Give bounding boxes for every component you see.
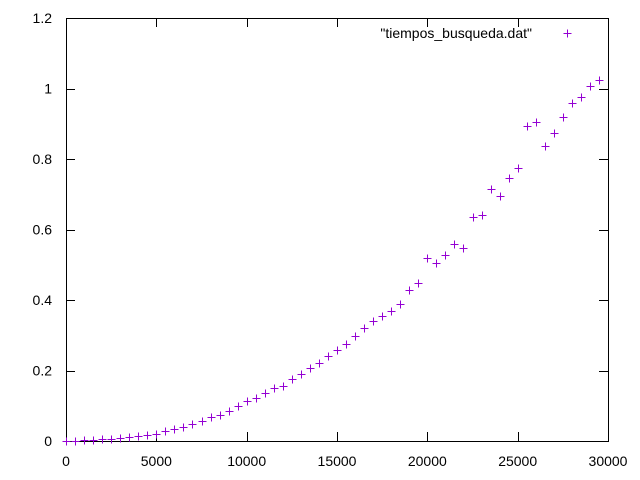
data-point xyxy=(568,99,577,108)
data-point xyxy=(143,431,152,440)
data-point xyxy=(360,324,369,333)
data-point xyxy=(107,435,116,444)
data-point xyxy=(170,425,179,434)
data-point xyxy=(496,192,505,201)
data-point xyxy=(586,82,595,91)
data-point xyxy=(505,174,514,183)
legend-series-label: "tiempos_busqueda.dat" xyxy=(380,25,532,41)
axes: 0 5000 10000 15000 20000 25000 30000 0 0.2 0.4 0.6… xyxy=(33,10,628,469)
data-point xyxy=(559,113,568,122)
data-point xyxy=(125,433,134,442)
data-point xyxy=(216,411,225,420)
data-point xyxy=(469,213,478,222)
y-tick-label: 1.2 xyxy=(33,10,53,26)
data-point xyxy=(198,417,207,426)
x-tick-label: 15000 xyxy=(318,453,357,469)
data-point xyxy=(351,332,360,341)
data-point xyxy=(369,317,378,326)
data-point xyxy=(71,437,80,446)
data-point xyxy=(315,359,324,368)
data-point xyxy=(487,185,496,194)
data-point xyxy=(387,307,396,316)
data-point xyxy=(541,142,550,151)
x-tick-label: 0 xyxy=(62,453,70,469)
data-point xyxy=(324,352,333,361)
data-point xyxy=(450,240,459,249)
data-point xyxy=(532,118,541,127)
y-tick-label: 1 xyxy=(44,81,52,97)
data-point xyxy=(333,346,342,355)
data-point xyxy=(252,394,261,403)
data-point xyxy=(161,427,170,436)
data-point xyxy=(152,430,161,439)
y-tick-label: 0 xyxy=(44,433,52,449)
y-tick-label: 0.6 xyxy=(33,222,53,238)
legend-plus-marker xyxy=(563,29,572,38)
data-point xyxy=(423,254,432,263)
data-points xyxy=(62,76,604,446)
data-point xyxy=(523,122,532,131)
data-point xyxy=(441,251,450,260)
data-point xyxy=(80,436,89,445)
data-point xyxy=(432,259,441,268)
y-tick-label: 0.8 xyxy=(33,151,53,167)
data-point xyxy=(89,436,98,445)
data-point xyxy=(459,244,468,253)
y-tick-label: 0.2 xyxy=(33,363,53,379)
data-point xyxy=(134,432,143,441)
x-tick-label: 20000 xyxy=(408,453,447,469)
data-point xyxy=(306,364,315,373)
data-point xyxy=(342,340,351,349)
data-point xyxy=(179,423,188,432)
legend: "tiempos_busqueda.dat" xyxy=(380,25,572,41)
data-point xyxy=(514,164,523,173)
data-point xyxy=(405,286,414,295)
data-point xyxy=(595,76,604,85)
x-tick-label: 10000 xyxy=(227,453,266,469)
data-point xyxy=(550,129,559,138)
data-point xyxy=(577,93,586,102)
data-point xyxy=(414,279,423,288)
x-tick-label: 25000 xyxy=(498,453,537,469)
x-tick-label: 30000 xyxy=(589,453,628,469)
data-point xyxy=(279,382,288,391)
data-point xyxy=(207,413,216,422)
data-point xyxy=(234,402,243,411)
data-point xyxy=(270,384,279,393)
data-point xyxy=(188,420,197,429)
data-point xyxy=(288,375,297,384)
data-point xyxy=(396,300,405,309)
data-point xyxy=(225,407,234,416)
data-point xyxy=(261,389,270,398)
data-point xyxy=(243,397,252,406)
data-point xyxy=(378,312,387,321)
y-tick-label: 0.4 xyxy=(33,292,53,308)
data-point xyxy=(98,435,107,444)
data-point xyxy=(478,211,487,220)
data-point xyxy=(62,437,71,446)
x-tick-label: 5000 xyxy=(141,453,172,469)
data-point xyxy=(116,434,125,443)
data-point xyxy=(297,370,306,379)
legend-series-marker xyxy=(563,29,572,38)
